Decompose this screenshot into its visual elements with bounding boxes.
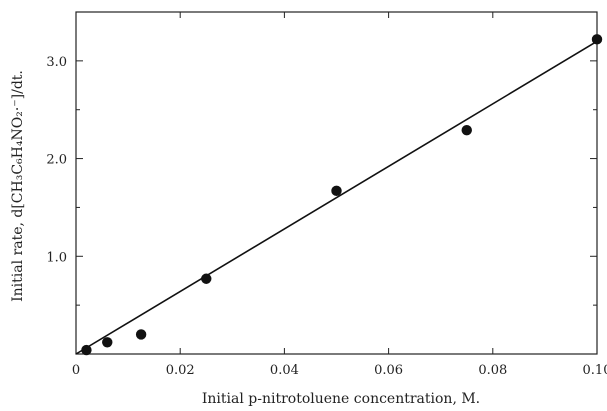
data-point <box>201 273 212 284</box>
x-tick-label: 0.06 <box>374 363 403 378</box>
x-tick-label: 0.04 <box>270 363 299 378</box>
fit-line-group <box>75 40 598 355</box>
y-tick-label: 1.0 <box>46 250 67 265</box>
y-axis-ticks: 1.0 2.0 3.0 <box>46 11 597 306</box>
plot-border <box>75 11 598 355</box>
x-tick-label: 0.08 <box>478 363 507 378</box>
data-point <box>102 337 113 348</box>
x-axis-label: Initial p-nitrotoluene concentration, M. <box>202 391 480 407</box>
data-point <box>135 329 147 340</box>
data-point <box>461 125 472 136</box>
y-tick-label: 2.0 <box>46 153 67 168</box>
x-tick-label: 0.02 <box>166 363 195 378</box>
y-tick-label: 3.0 <box>46 55 67 70</box>
plot-frame <box>75 11 598 355</box>
data-point <box>81 344 92 356</box>
data-point <box>331 185 342 197</box>
x-axis-ticks: 0 0.02 0.04 0.06 0.08 0.10 <box>72 12 607 378</box>
x-tick-label: 0 <box>72 363 80 378</box>
data-points <box>81 34 603 356</box>
x-tick-label: 0.10 <box>583 363 607 378</box>
data-point <box>591 34 603 45</box>
y-axis-label: Initial rate, d[CH₃C₆H₄NO₂·⁻]/dt. <box>10 70 26 302</box>
fit-line <box>75 40 598 355</box>
